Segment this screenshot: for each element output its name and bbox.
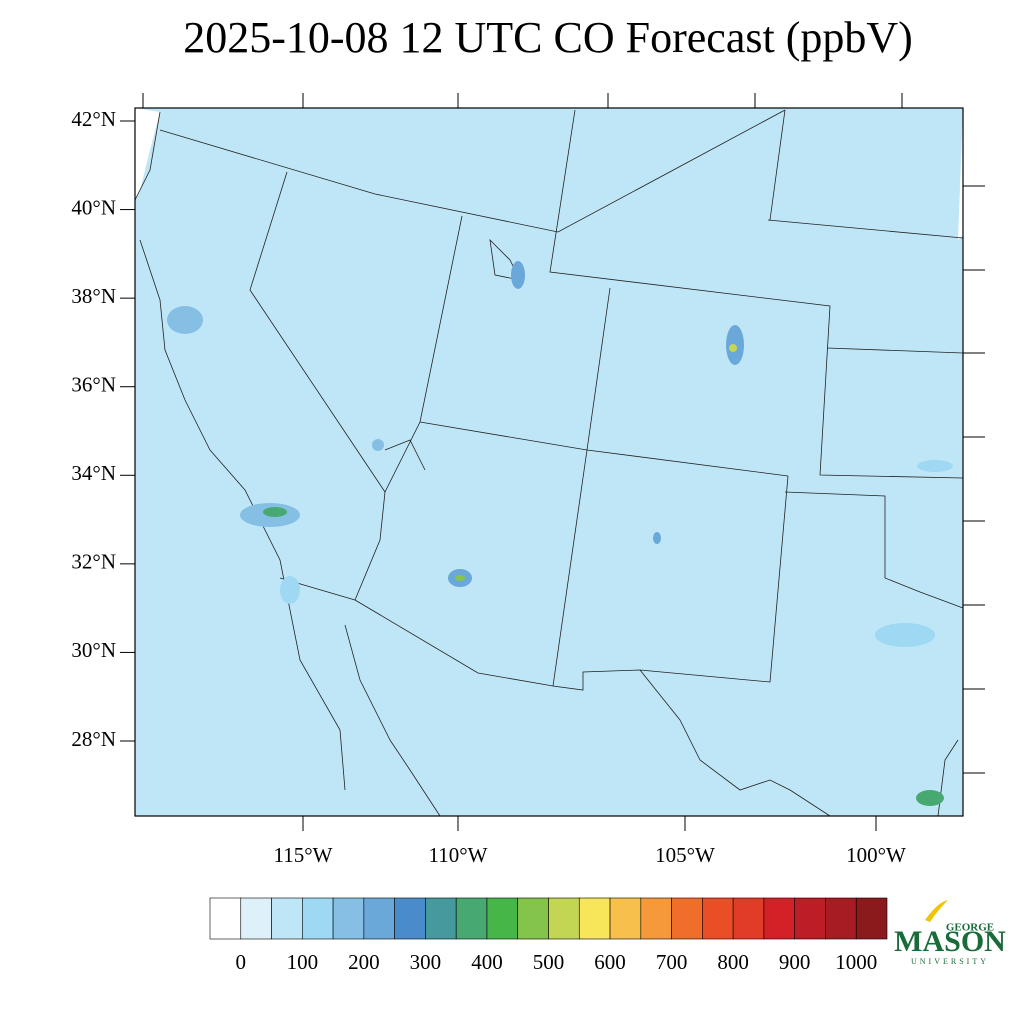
colorbar-swatch [363,897,395,940]
colorbar-swatch [486,897,519,940]
colorbar-swatch [332,897,365,940]
logo-name: MASON [894,925,1006,958]
colorbar-tick-label: 900 [779,950,811,974]
map-frame [134,107,964,817]
colorbar-swatch [825,897,857,940]
colorbar-tick-label: 800 [717,950,749,974]
colorbar-swatch [548,897,580,940]
colorbar-tick-label: 600 [594,950,626,974]
lon-tick-label: 105°W [655,843,715,867]
colorbar-swatch [578,897,611,940]
logo-top: GEORGE [946,922,994,934]
colorbar-swatch [763,897,795,940]
colorbar-tick-label: 1000 [835,950,877,974]
colorbar-tick-label: 400 [471,950,503,974]
colorbar-swatch [609,897,642,940]
borders [134,109,964,817]
colorbar-tick-label: 200 [348,950,380,974]
colorbar-swatch [855,897,888,940]
colorbar-swatch [732,897,765,940]
lon-tick-label: 115°W [274,843,333,867]
lon-tick-label: 100°W [846,843,906,867]
map-background [135,108,963,816]
lat-tick-label: 42°N [71,107,116,131]
colorbar-swatch [394,897,426,940]
co-plumes [167,261,953,806]
colorbar-tick-label: 500 [533,950,565,974]
colorbar-swatch [302,897,334,940]
colorbar-swatch [640,897,672,940]
lat-tick-label: 30°N [71,638,116,662]
colorbar-tick-label: 0 [236,950,247,974]
map [134,107,964,817]
colorbar-tick-label: 300 [410,950,442,974]
lat-tick-label: 32°N [71,550,116,574]
title: 2025-10-08 12 UTC CO Forecast (ppbV) [183,13,913,62]
lat-tick-label: 34°N [71,461,116,485]
colorbar-swatch [455,897,488,940]
colorbar-swatch [794,897,826,940]
colorbar-swatch [271,897,303,940]
colorbar: 0 100 200 300 400 500 600 700 800 900 1000 [209,897,888,974]
colorbar-swatch [671,897,703,940]
colorbar-swatch [209,897,242,940]
lat-tick-label: 28°N [71,727,116,751]
axes: 42°N 40°N 38°N 36°N 34°N 32°N 30°N 28°N 115°W 110… [71,93,985,867]
lat-tick-label: 40°N [71,195,116,219]
colorbar-tick-label: 100 [287,950,319,974]
lat-tick-label: 36°N [71,373,116,397]
logo: GEORGE MASON UNIVERSITY [894,900,1006,966]
colorbar-swatch [425,897,457,940]
lat-tick-label: 38°N [71,284,116,308]
colorbar-swatch [517,897,549,940]
logo-bottom: UNIVERSITY [911,957,989,966]
colorbar-swatch [240,897,272,940]
colorbar-swatch [702,897,734,940]
lon-tick-label: 110°W [429,843,488,867]
colorbar-tick-label: 700 [656,950,688,974]
